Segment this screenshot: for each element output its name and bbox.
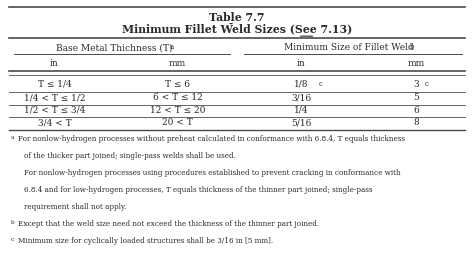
Text: For nonlow-hydrogen processes using procedures established to prevent cracking i: For nonlow-hydrogen processes using proc… (24, 169, 401, 177)
Text: Minimum Fillet Weld Sizes (See 7.13): Minimum Fillet Weld Sizes (See 7.13) (122, 24, 352, 35)
Text: Minimum size for cyclically loaded structures shall be 3/16 in [5 mm].: Minimum size for cyclically loaded struc… (18, 237, 273, 245)
Text: 3/16: 3/16 (291, 93, 311, 102)
Text: c: c (10, 237, 14, 242)
Text: 1/8: 1/8 (294, 80, 308, 89)
Text: Table 7.7: Table 7.7 (209, 12, 265, 23)
Text: 6 < T ≤ 12: 6 < T ≤ 12 (153, 93, 202, 102)
Text: 1/4 < T ≤ 1/2: 1/4 < T ≤ 1/2 (24, 93, 85, 102)
Text: For nonlow-hydrogen processes without preheat calculated in conformance with 6.8: For nonlow-hydrogen processes without pr… (18, 135, 405, 143)
Text: b: b (10, 220, 14, 225)
Text: 12 < T ≤ 20: 12 < T ≤ 20 (150, 106, 205, 114)
Text: c: c (319, 80, 323, 88)
Text: in: in (297, 59, 305, 68)
Text: 3: 3 (413, 80, 419, 89)
Text: 1/2 < T ≤ 3/4: 1/2 < T ≤ 3/4 (24, 106, 85, 114)
Text: b: b (410, 43, 414, 51)
Text: Except that the weld size need not exceed the thickness of the thinner part join: Except that the weld size need not excee… (18, 220, 319, 228)
Text: a: a (10, 135, 14, 140)
Text: 8: 8 (413, 118, 419, 127)
Text: 1/4: 1/4 (294, 106, 308, 114)
Text: T ≤ 6: T ≤ 6 (165, 80, 190, 89)
Text: 3/4 < T: 3/4 < T (37, 118, 72, 127)
Text: mm: mm (169, 59, 186, 68)
Text: 6: 6 (413, 106, 419, 114)
Text: in: in (50, 59, 59, 68)
Text: 5: 5 (413, 93, 419, 102)
Text: 20 < T: 20 < T (163, 118, 193, 127)
Text: a: a (170, 43, 174, 51)
Text: c: c (425, 80, 428, 88)
Text: 5/16: 5/16 (291, 118, 311, 127)
Text: 6.8.4 and for low-hydrogen processes, T equals thickness of the thinner part joi: 6.8.4 and for low-hydrogen processes, T … (24, 186, 372, 194)
Text: Base Metal Thichness (T): Base Metal Thichness (T) (55, 43, 172, 52)
Text: Minimum Size of Fillet Weld: Minimum Size of Fillet Weld (283, 43, 413, 52)
Text: mm: mm (408, 59, 425, 68)
Text: requirement shall not apply.: requirement shall not apply. (24, 203, 126, 211)
Text: of the thicker part joined; single-pass welds shall be used.: of the thicker part joined; single-pass … (24, 152, 236, 160)
Text: T ≤ 1/4: T ≤ 1/4 (37, 80, 72, 89)
